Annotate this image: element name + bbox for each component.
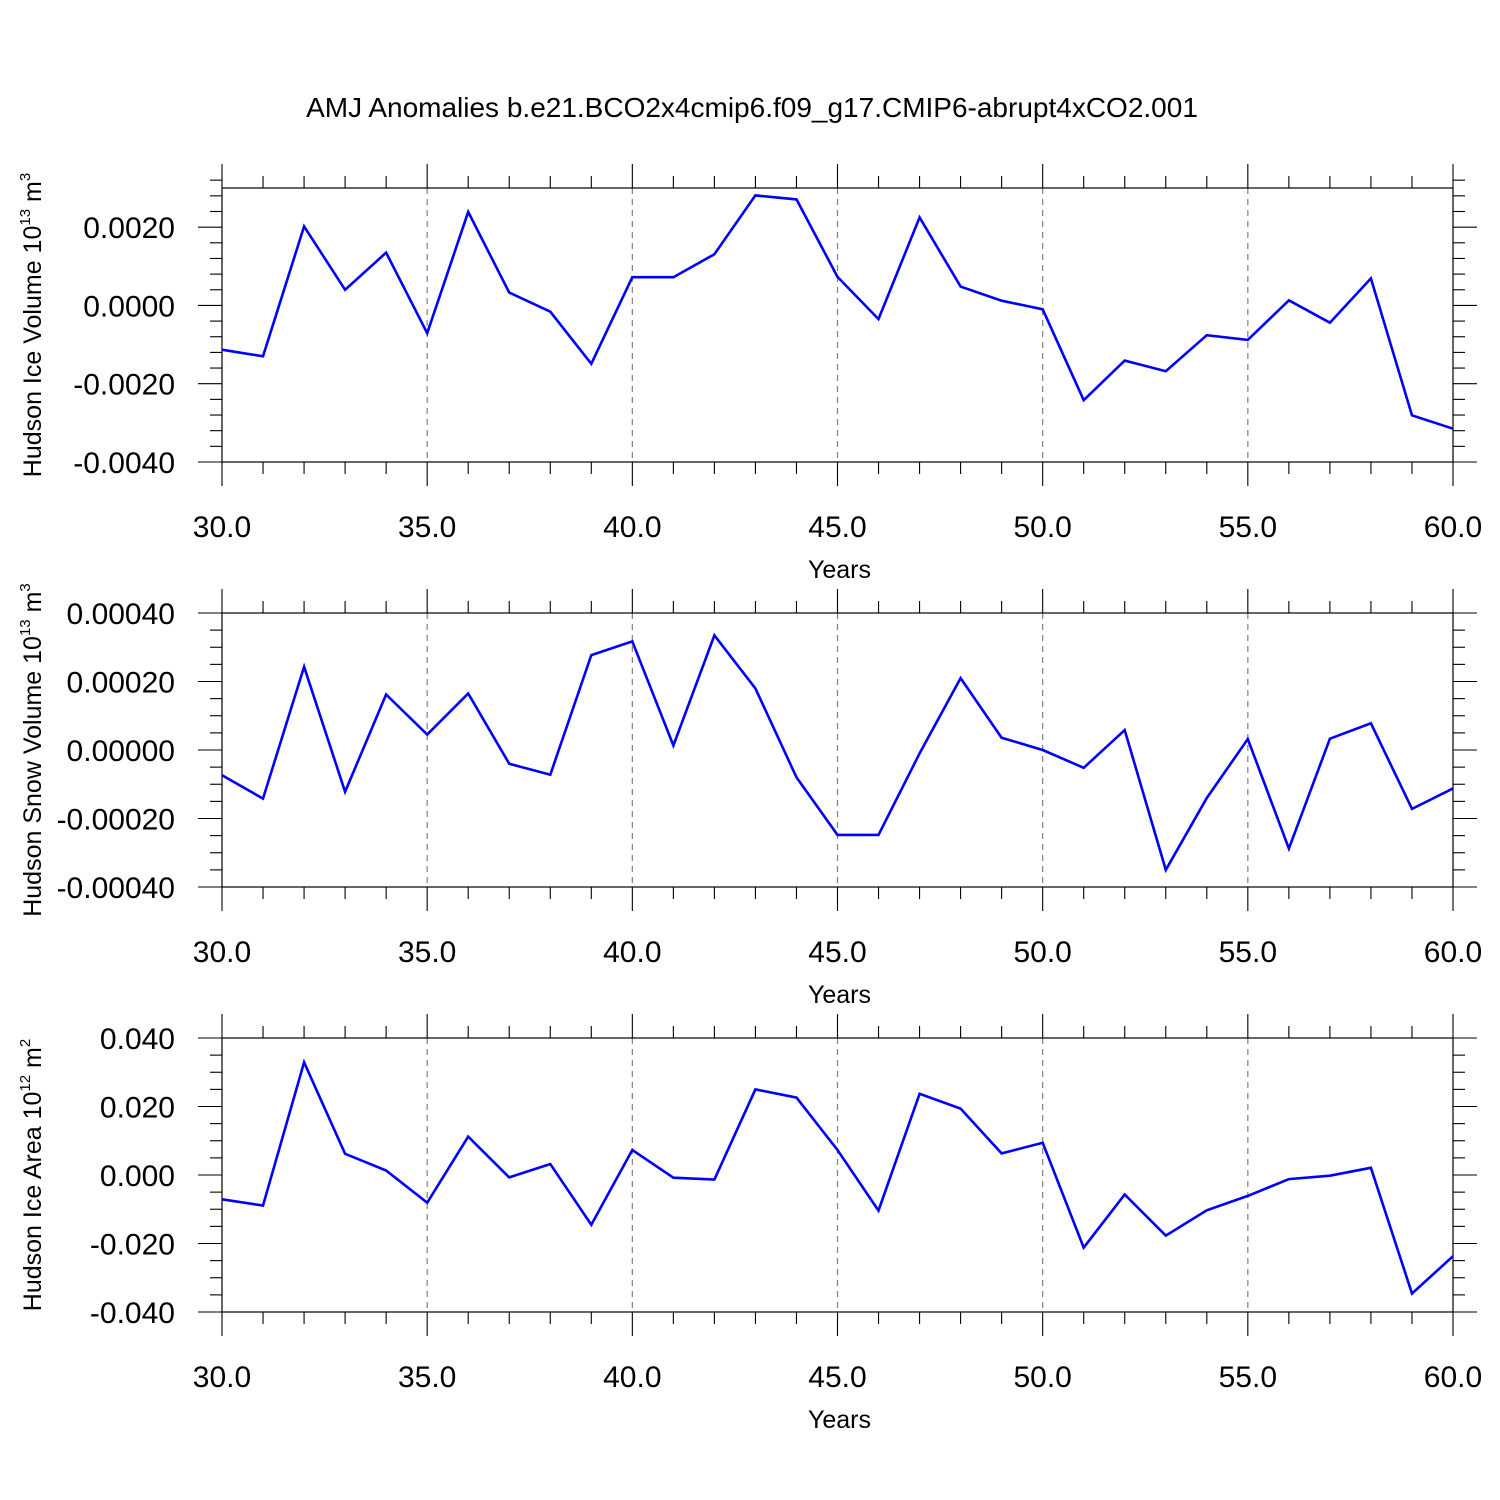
x-tick-label: 40.0 <box>603 936 661 969</box>
plot-frame <box>221 612 1454 888</box>
x-tick-label: 60.0 <box>1424 1361 1482 1394</box>
x-tick-label: 35.0 <box>398 511 456 544</box>
y-tick-label: 0.020 <box>100 1092 175 1125</box>
x-axis-label: Years <box>808 556 871 584</box>
x-tick-label: 35.0 <box>398 1361 456 1394</box>
chart-panel-3: 30.0 35.0 40.0 45.0 50.0 55.0 60.0 -0.040 -0.020… <box>17 1014 1482 1434</box>
x-tick-label: 30.0 <box>193 1361 251 1394</box>
x-axis-label: Years <box>808 1406 871 1434</box>
x-tick-label: 60.0 <box>1424 511 1482 544</box>
panels: 30.0 35.0 40.0 45.0 50.0 55.0 60.0 -0.0040 -0.00… <box>17 164 1482 1434</box>
x-tick-label: 50.0 <box>1013 1361 1071 1394</box>
y-axis-label-unit: m <box>19 181 47 209</box>
y-axis-label-unit: m <box>19 592 47 620</box>
y-axis-label: Hudson Ice Area 1012 m2 <box>17 1039 47 1311</box>
y-axis-label-unit: m <box>19 1047 47 1075</box>
x-tick-label: 40.0 <box>603 511 661 544</box>
x-tick-label: 50.0 <box>1013 936 1071 969</box>
x-tick-label: 55.0 <box>1219 936 1277 969</box>
y-axis-label-unit-exponent: 3 <box>17 583 34 591</box>
figure-title: AMJ Anomalies b.e21.BCO2x4cmip6.f09_g17.… <box>306 92 1198 123</box>
y-tick-label: 0.040 <box>100 1023 175 1056</box>
y-tick-label: 0.000 <box>100 1160 175 1193</box>
y-tick-label: -0.00020 <box>57 804 175 837</box>
y-tick-label: 0.0000 <box>83 290 175 323</box>
x-axis-label: Years <box>808 981 871 1009</box>
x-tick-label: 30.0 <box>193 511 251 544</box>
x-tick-label: 45.0 <box>808 936 866 969</box>
y-axis-label-text: Hudson Ice Volume 10 <box>19 226 47 478</box>
y-tick-label: -0.0020 <box>73 369 175 402</box>
plot-frame <box>221 1037 1454 1313</box>
plot-frame <box>221 187 1454 463</box>
x-tick-label: 55.0 <box>1219 1361 1277 1394</box>
chart-panel-1: 30.0 35.0 40.0 45.0 50.0 55.0 60.0 -0.0040 -0.00… <box>17 164 1482 584</box>
y-axis-label: Hudson Ice Volume 1013 m3 <box>17 173 47 477</box>
y-tick-label: -0.040 <box>90 1297 175 1330</box>
y-tick-label: 0.00000 <box>67 735 175 768</box>
y-tick-label: 0.00020 <box>67 667 175 700</box>
y-axis-label-exponent: 12 <box>17 1075 34 1092</box>
y-axis-label-text: Hudson Snow Volume 10 <box>19 636 47 917</box>
y-axis-label: Hudson Snow Volume 1013 m3 <box>17 583 47 917</box>
y-tick-label: -0.020 <box>90 1229 175 1262</box>
x-tick-label: 45.0 <box>808 1361 866 1394</box>
x-tick-label: 60.0 <box>1424 936 1482 969</box>
y-axis-label-exponent: 13 <box>17 619 34 636</box>
y-axis-label-unit-exponent: 3 <box>17 173 34 181</box>
x-tick-label: 30.0 <box>193 936 251 969</box>
x-tick-label: 40.0 <box>603 1361 661 1394</box>
x-tick-label: 45.0 <box>808 511 866 544</box>
y-tick-label: 0.0020 <box>83 212 175 245</box>
chart-panel-2: 30.0 35.0 40.0 45.0 50.0 55.0 60.0 -0.00040 -0.0… <box>17 583 1482 1009</box>
y-axis-label-text: Hudson Ice Area 10 <box>19 1092 47 1312</box>
y-axis-label-exponent: 13 <box>17 209 34 226</box>
y-tick-label: 0.00040 <box>67 598 175 631</box>
x-tick-label: 35.0 <box>398 936 456 969</box>
y-tick-label: -0.0040 <box>73 447 175 480</box>
y-axis-label-unit-exponent: 2 <box>17 1039 34 1047</box>
x-tick-label: 50.0 <box>1013 511 1071 544</box>
x-tick-label: 55.0 <box>1219 511 1277 544</box>
y-tick-label: -0.00040 <box>57 872 175 905</box>
